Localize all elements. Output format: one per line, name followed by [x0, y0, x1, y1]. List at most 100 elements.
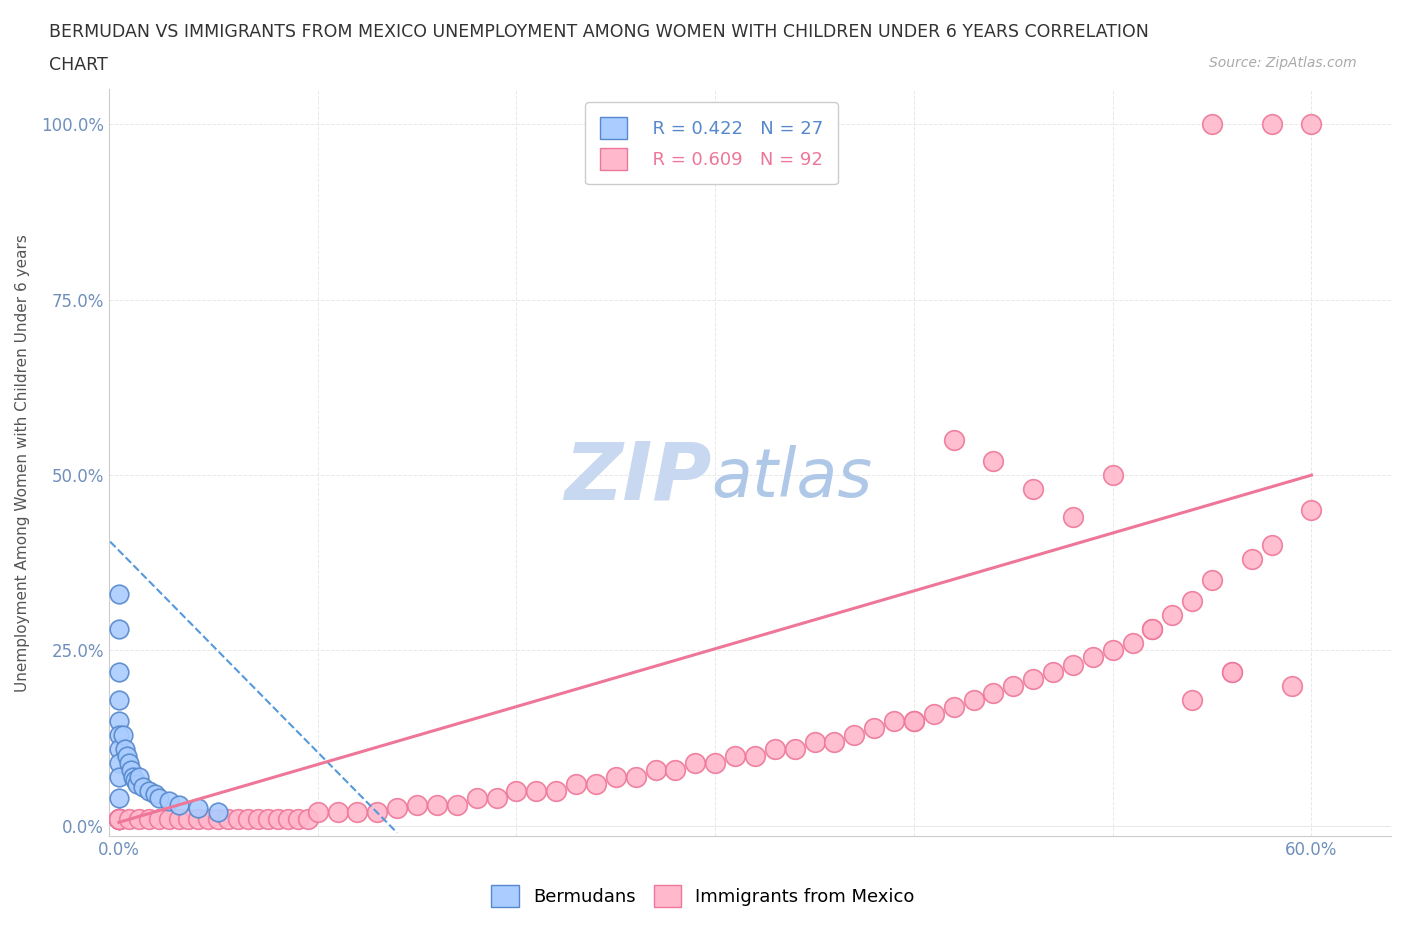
- Point: [108, 811, 131, 826]
- Point: [524, 783, 547, 798]
- Point: [108, 622, 131, 637]
- Point: [1101, 468, 1123, 483]
- Point: [406, 797, 429, 812]
- Point: [624, 769, 647, 784]
- Point: [1062, 658, 1084, 672]
- Point: [121, 769, 143, 784]
- Point: [1240, 551, 1263, 566]
- Point: [108, 587, 131, 602]
- Point: [1281, 678, 1303, 693]
- Point: [111, 727, 134, 742]
- Point: [108, 755, 131, 770]
- Point: [108, 741, 131, 756]
- Point: [983, 685, 1005, 700]
- Y-axis label: Unemployment Among Women with Children Under 6 years: Unemployment Among Women with Children U…: [15, 234, 30, 692]
- Point: [118, 755, 141, 770]
- Point: [983, 454, 1005, 469]
- Point: [108, 790, 131, 805]
- Point: [118, 811, 141, 826]
- Point: [1042, 664, 1064, 679]
- Point: [1301, 117, 1323, 132]
- Point: [120, 763, 142, 777]
- Point: [108, 811, 131, 826]
- Point: [128, 769, 150, 784]
- Point: [903, 713, 925, 728]
- Point: [1101, 643, 1123, 658]
- Text: BERMUDAN VS IMMIGRANTS FROM MEXICO UNEMPLOYMENT AMONG WOMEN WITH CHILDREN UNDER : BERMUDAN VS IMMIGRANTS FROM MEXICO UNEMP…: [49, 23, 1149, 41]
- Point: [108, 811, 131, 826]
- Point: [115, 749, 138, 764]
- Point: [108, 692, 131, 707]
- Point: [1142, 622, 1164, 637]
- Point: [108, 811, 131, 826]
- Point: [1301, 503, 1323, 518]
- Point: [1062, 510, 1084, 525]
- Point: [277, 811, 299, 826]
- Point: [1261, 538, 1284, 552]
- Point: [366, 804, 388, 819]
- Point: [167, 811, 190, 826]
- Point: [962, 692, 984, 707]
- Point: [257, 811, 280, 826]
- Point: [148, 790, 170, 805]
- Point: [1220, 664, 1243, 679]
- Point: [108, 727, 131, 742]
- Point: [485, 790, 508, 805]
- Point: [124, 773, 146, 788]
- Point: [763, 741, 786, 756]
- Point: [157, 794, 180, 809]
- Point: [1201, 117, 1223, 132]
- Legend: Bermudans, Immigrants from Mexico: Bermudans, Immigrants from Mexico: [482, 876, 924, 916]
- Point: [605, 769, 627, 784]
- Point: [108, 811, 131, 826]
- Point: [783, 741, 806, 756]
- Point: [1081, 650, 1104, 665]
- Point: [446, 797, 468, 812]
- Point: [1181, 692, 1204, 707]
- Point: [138, 811, 160, 826]
- Point: [1002, 678, 1025, 693]
- Point: [664, 763, 686, 777]
- Point: [177, 811, 200, 826]
- Point: [1022, 482, 1045, 497]
- Point: [128, 811, 150, 826]
- Point: [125, 777, 148, 791]
- Point: [108, 811, 131, 826]
- Text: ZIP: ZIP: [564, 439, 711, 517]
- Point: [565, 777, 588, 791]
- Point: [108, 713, 131, 728]
- Point: [207, 804, 229, 819]
- Point: [226, 811, 249, 826]
- Point: [207, 811, 229, 826]
- Point: [1181, 594, 1204, 609]
- Point: [863, 720, 886, 735]
- Point: [704, 755, 727, 770]
- Point: [1122, 636, 1144, 651]
- Point: [546, 783, 568, 798]
- Point: [187, 801, 209, 816]
- Point: [326, 804, 349, 819]
- Point: [108, 811, 131, 826]
- Point: [426, 797, 449, 812]
- Point: [297, 811, 319, 826]
- Point: [744, 749, 766, 764]
- Text: atlas: atlas: [711, 445, 873, 511]
- Point: [197, 811, 219, 826]
- Point: [1261, 117, 1284, 132]
- Point: [108, 664, 131, 679]
- Point: [1142, 622, 1164, 637]
- Text: Source: ZipAtlas.com: Source: ZipAtlas.com: [1209, 56, 1357, 70]
- Point: [465, 790, 488, 805]
- Legend:   R = 0.422   N = 27,   R = 0.609   N = 92: R = 0.422 N = 27, R = 0.609 N = 92: [585, 102, 838, 184]
- Point: [883, 713, 905, 728]
- Text: CHART: CHART: [49, 56, 108, 73]
- Point: [132, 779, 155, 794]
- Point: [505, 783, 527, 798]
- Point: [685, 755, 707, 770]
- Point: [143, 787, 166, 802]
- Point: [114, 741, 136, 756]
- Point: [1022, 671, 1045, 686]
- Point: [346, 804, 368, 819]
- Point: [157, 811, 180, 826]
- Point: [307, 804, 329, 819]
